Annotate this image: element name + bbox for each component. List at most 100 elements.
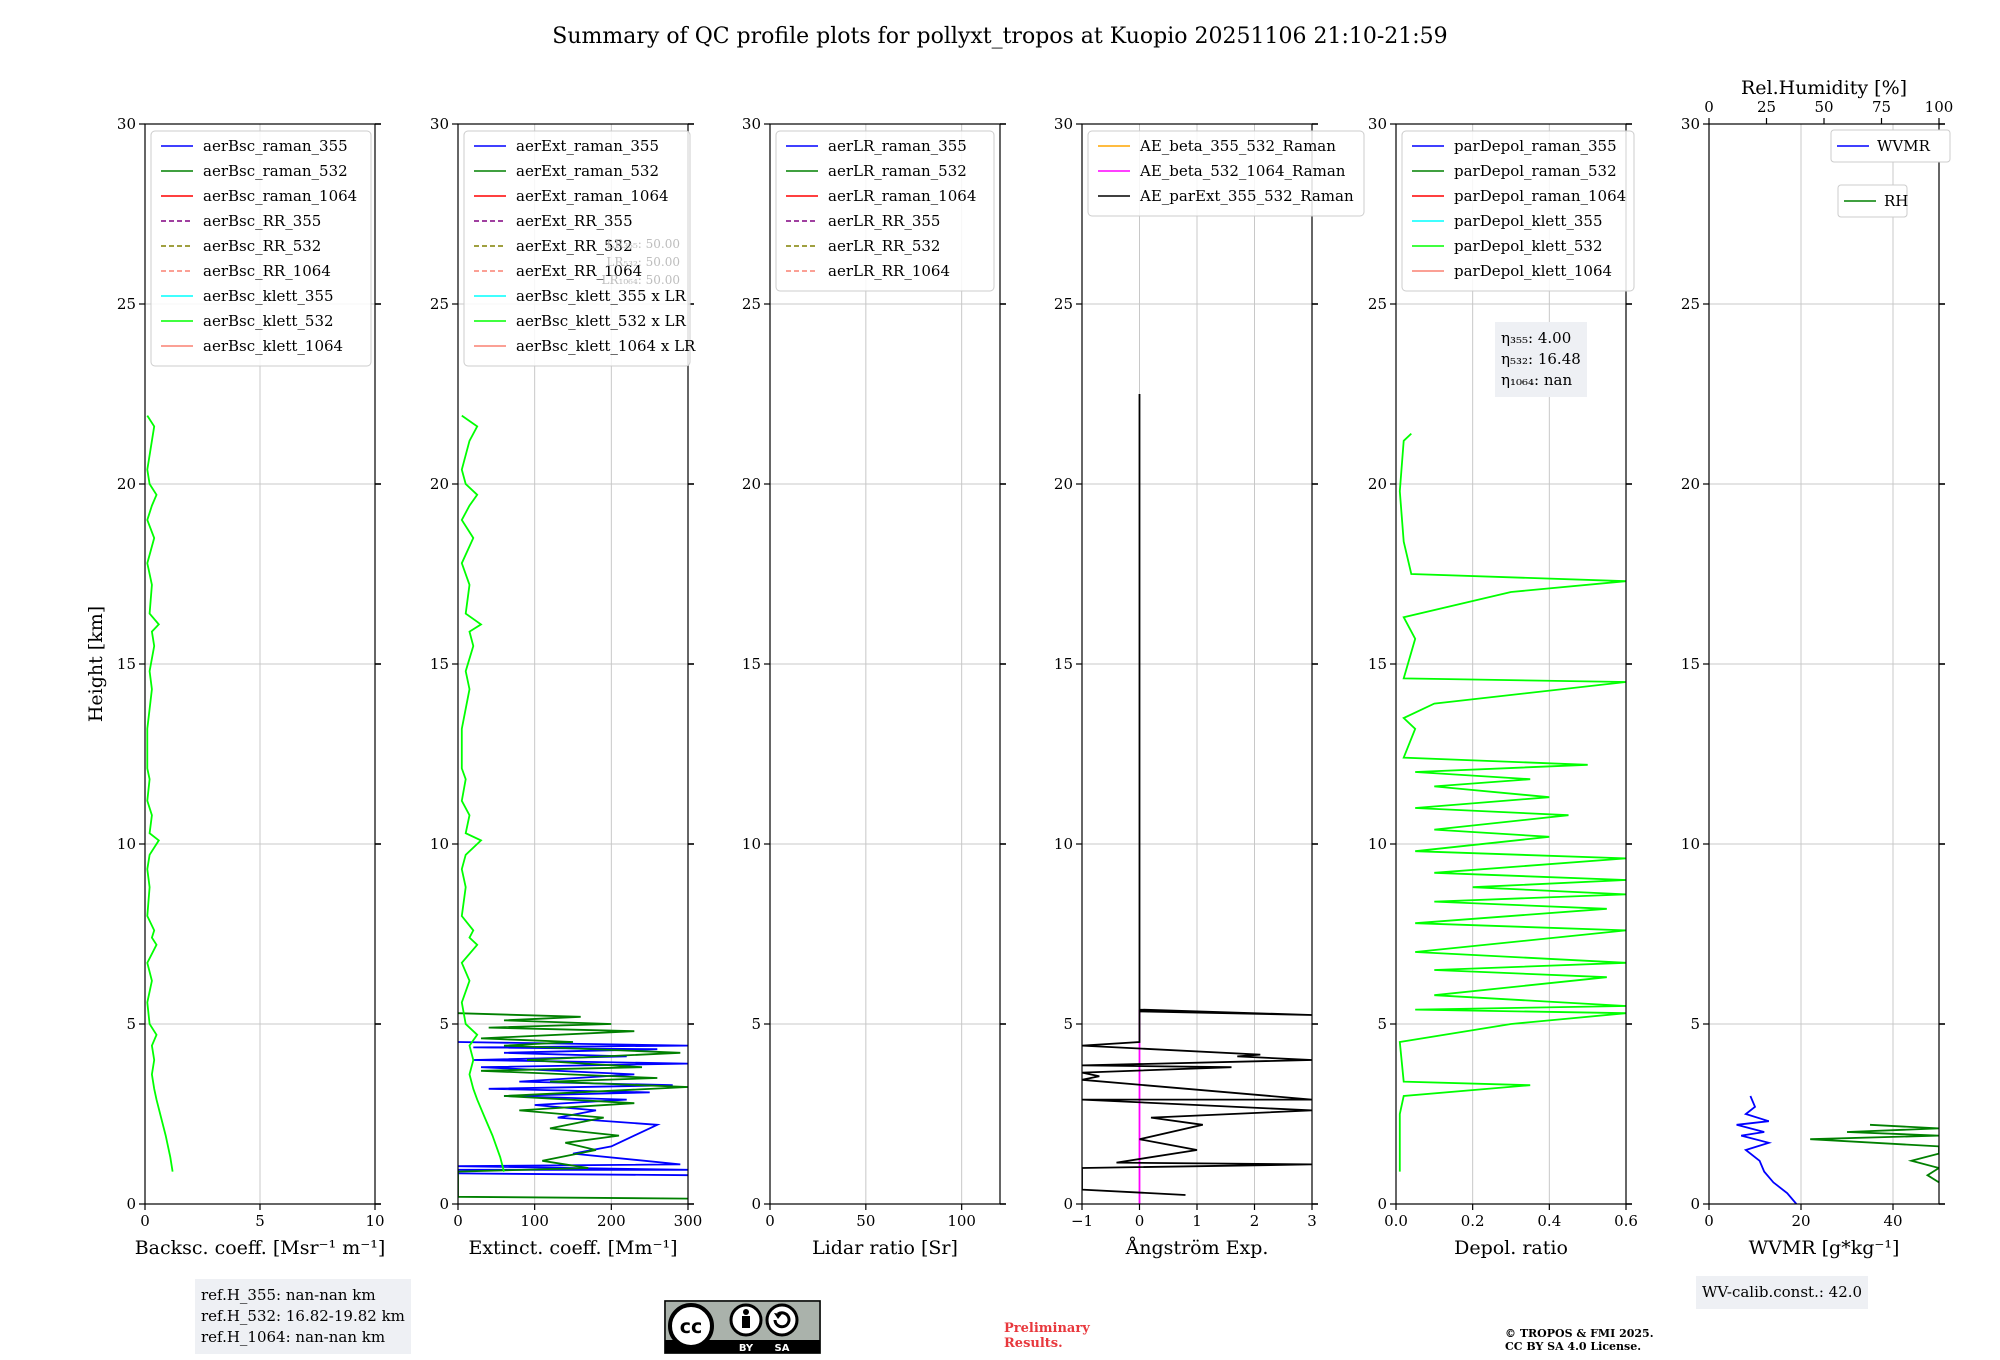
wv-calib-text: WV-calib.const.: 42.0	[1702, 1283, 1863, 1301]
ref-height-532: ref.H_532: 16.82-19.82 km	[201, 1307, 405, 1325]
legend-label: aerLR_raman_355	[828, 137, 967, 155]
x-tick-label: 50	[856, 1212, 875, 1230]
lr-annotation: LR₁₀₆₄: 50.00	[602, 273, 680, 287]
preliminary-line-1: Preliminary	[1004, 1321, 1090, 1336]
legend-label: aerLR_raman_532	[828, 162, 967, 180]
legend-label: aerBsc_klett_355 x LR	[516, 287, 687, 305]
ref-height-box: ref.H_355: nan-nan km ref.H_532: 16.82-1…	[195, 1279, 411, 1354]
y-tick-label: 10	[117, 835, 136, 853]
x-tick-label: 0.6	[1614, 1212, 1638, 1230]
legend-label: AE_parExt_355_532_Raman	[1139, 187, 1354, 205]
x-axis-label: Ångström Exp.	[1125, 1237, 1269, 1259]
legend-box	[775, 130, 995, 292]
legend-label: aerBsc_klett_532 x LR	[516, 312, 687, 330]
x-axis-label: Backsc. coeff. [Msr⁻¹ m⁻¹]	[135, 1237, 386, 1259]
y-tick-label: 5	[126, 1015, 136, 1033]
legend-label: aerExt_RR_1064	[516, 262, 642, 280]
y-tick-label: 20	[1368, 475, 1387, 493]
legend-label: aerExt_raman_355	[516, 137, 659, 155]
series-group	[458, 414, 688, 1200]
legend-label: aerLR_RR_532	[828, 237, 940, 255]
legend-label: aerExt_RR_355	[516, 212, 633, 230]
y-tick-label: 15	[742, 655, 761, 673]
legend-label: parDepol_klett_355	[1454, 212, 1603, 230]
legend-label: AE_beta_355_532_Raman	[1139, 137, 1336, 155]
x-tick-label: 0	[765, 1212, 775, 1230]
legend-label: aerBsc_raman_1064	[203, 187, 357, 205]
y-tick-label: 5	[1377, 1015, 1387, 1033]
legend-label: parDepol_raman_355	[1454, 137, 1617, 155]
y-tick-label: 20	[1681, 475, 1700, 493]
cc-license-badge-icon: cc BY SA	[664, 1300, 821, 1354]
y-tick-label: 15	[1681, 655, 1700, 673]
y-tick-label: 30	[1054, 115, 1073, 133]
x-tick-label: 2	[1250, 1212, 1260, 1230]
x-tick-label: 0	[1135, 1212, 1145, 1230]
y-tick-label: 5	[751, 1015, 761, 1033]
legend-label: parDepol_klett_532	[1454, 237, 1603, 255]
y-tick-label: 0	[1690, 1195, 1700, 1213]
figure-title: Summary of QC profile plots for pollyxt_…	[552, 24, 1447, 49]
panel-backscatter: 0 5 10 15 20 25 30 0 5 10 Backsc. coeff. [Msr⁻¹ m⁻…	[117, 115, 385, 1259]
y-tick-label: 20	[117, 475, 136, 493]
series-group	[146, 415, 174, 1172]
y-tick-label: 25	[117, 295, 136, 313]
y-tick-label: 20	[742, 475, 761, 493]
x-tick-label: 5	[255, 1212, 265, 1230]
legend-box	[1087, 130, 1365, 217]
x-tick-label: 0.4	[1537, 1212, 1561, 1230]
eta-box: η₃₅₅: 4.00 η₅₃₂: 16.48 η₁₀₆₄: nan	[1495, 322, 1587, 397]
ref-height-355: ref.H_355: nan-nan km	[201, 1286, 376, 1304]
lr-annotation: LR₃₅₅: 50.00	[606, 237, 680, 251]
legend-box	[463, 130, 691, 367]
y-tick-label: 5	[1063, 1015, 1073, 1033]
legend-label: aerBsc_raman_355	[203, 137, 348, 155]
y-tick-label: 15	[430, 655, 449, 673]
x-tick-label: 0.0	[1384, 1212, 1408, 1230]
legend-label: aerBsc_klett_532	[203, 312, 334, 330]
eta-1064: η₁₀₆₄: nan	[1501, 371, 1573, 389]
x-tick-label: −1	[1071, 1212, 1093, 1230]
y-tick-label: 30	[430, 115, 449, 133]
y-tick-label: 5	[1690, 1015, 1700, 1033]
y-axis-label: Height [km]	[85, 606, 107, 722]
cc-sa-label: SA	[775, 1343, 790, 1354]
top-x-tick-label: 100	[1925, 98, 1954, 116]
x-tick-label: 0.2	[1461, 1212, 1485, 1230]
series-parDepol_klett_532	[1398, 432, 1626, 1172]
legend-label: WVMR	[1877, 137, 1931, 155]
y-tick-label: 25	[1054, 295, 1073, 313]
copyright-line-2: CC BY SA 4.0 License.	[1505, 1340, 1642, 1353]
preliminary-note: Preliminary Results.	[1004, 1321, 1090, 1351]
x-tick-label: 0	[453, 1212, 463, 1230]
series-WVMR	[1736, 1095, 1798, 1204]
y-tick-label: 30	[1368, 115, 1387, 133]
legend-label: aerBsc_RR_532	[203, 237, 321, 255]
series-group	[1082, 394, 1312, 1204]
y-tick-label: 15	[117, 655, 136, 673]
y-tick-label: 0	[751, 1195, 761, 1213]
legend-box	[150, 130, 372, 367]
y-tick-label: 15	[1054, 655, 1073, 673]
y-tick-label: 20	[1054, 475, 1073, 493]
eta-355: η₃₅₅: 4.00	[1501, 329, 1572, 347]
y-tick-label: 20	[430, 475, 449, 493]
x-tick-label: 20	[1791, 1212, 1810, 1230]
x-tick-label: 100	[947, 1212, 976, 1230]
y-tick-label: 10	[430, 835, 449, 853]
series-aerBsc_klett_532 x LR	[460, 414, 505, 1172]
x-tick-label: 40	[1883, 1212, 1902, 1230]
y-tick-label: 25	[1681, 295, 1700, 313]
legend-label: aerLR_RR_355	[828, 212, 940, 230]
series-RH	[1810, 1123, 1939, 1184]
x-tick-label: 300	[674, 1212, 703, 1230]
panel-depolarization: 0 5 10 15 20 25 30 0.0 0.2 0.4 0.6 Depol. ratio parD…	[1368, 115, 1638, 1259]
top-x-tick-label: 50	[1814, 98, 1833, 116]
y-tick-label: 25	[742, 295, 761, 313]
wv-calib-box: WV-calib.const.: 42.0	[1696, 1276, 1869, 1309]
legend-label: aerExt_RR_532	[516, 237, 633, 255]
y-tick-label: 0	[1377, 1195, 1387, 1213]
